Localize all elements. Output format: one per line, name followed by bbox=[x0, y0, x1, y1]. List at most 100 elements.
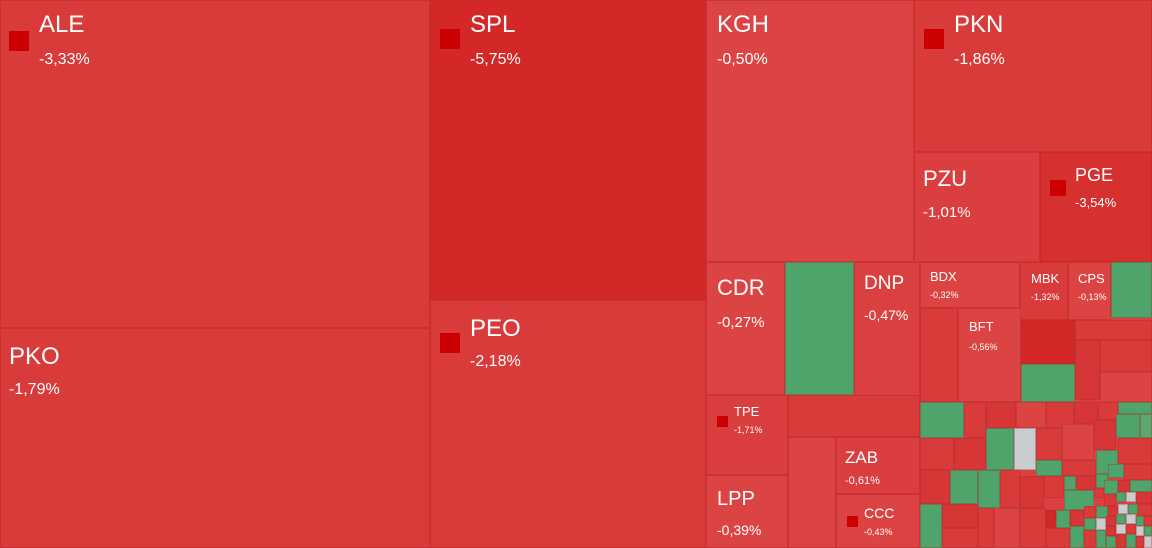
tile-cell[interactable] bbox=[920, 308, 958, 402]
tile-pge[interactable]: PGE -3,54% bbox=[1040, 152, 1152, 262]
treemap-cell[interactable] bbox=[1116, 414, 1140, 438]
treemap-cell[interactable] bbox=[1100, 340, 1152, 372]
treemap-cell[interactable] bbox=[1144, 536, 1152, 548]
treemap-cell[interactable] bbox=[1126, 492, 1136, 502]
treemap-cell[interactable] bbox=[1136, 516, 1144, 526]
treemap-cell[interactable] bbox=[1021, 364, 1075, 402]
treemap-cell[interactable] bbox=[920, 402, 964, 438]
treemap-cell[interactable] bbox=[1075, 320, 1152, 340]
treemap-cell[interactable] bbox=[1062, 460, 1096, 476]
treemap-cell[interactable] bbox=[1140, 414, 1152, 438]
tile-bft[interactable]: BFT -0,56% bbox=[958, 308, 1021, 402]
treemap-cell[interactable] bbox=[1118, 504, 1128, 514]
tile-ccc[interactable]: CCC -0,43% bbox=[836, 494, 920, 548]
treemap-cell[interactable] bbox=[1020, 476, 1044, 508]
treemap-cell[interactable] bbox=[1064, 490, 1094, 510]
treemap-cell[interactable] bbox=[1074, 402, 1098, 424]
treemap-cell[interactable] bbox=[1016, 402, 1046, 428]
treemap-cell[interactable] bbox=[1144, 516, 1152, 526]
treemap-cell[interactable] bbox=[1128, 504, 1138, 514]
tile-dnp[interactable]: DNP -0,47% bbox=[854, 262, 920, 402]
treemap-cell[interactable] bbox=[1070, 510, 1084, 526]
treemap-cell[interactable] bbox=[1104, 480, 1118, 494]
treemap-cell[interactable] bbox=[950, 470, 978, 504]
treemap-cell[interactable] bbox=[1046, 510, 1056, 528]
treemap-cell[interactable] bbox=[1084, 518, 1096, 530]
treemap-cell[interactable] bbox=[1036, 460, 1062, 476]
treemap-cell[interactable] bbox=[1014, 428, 1036, 470]
treemap-cell[interactable] bbox=[1020, 508, 1046, 548]
treemap-cell[interactable] bbox=[1070, 526, 1084, 548]
tile-peo[interactable]: PEO -2,18% bbox=[430, 300, 706, 548]
treemap-cell[interactable] bbox=[1111, 262, 1152, 318]
treemap-cell[interactable] bbox=[1116, 514, 1126, 524]
tile-cell[interactable] bbox=[788, 395, 920, 437]
treemap-cell[interactable] bbox=[1021, 320, 1075, 364]
treemap-cell[interactable] bbox=[1138, 504, 1152, 516]
tile-bdx[interactable]: BDX -0,32% bbox=[920, 262, 1020, 308]
tile-mbk[interactable]: MBK -1,32% bbox=[1020, 262, 1068, 320]
treemap-cell[interactable] bbox=[1094, 420, 1116, 450]
treemap-cell[interactable] bbox=[1124, 464, 1152, 480]
treemap-cell[interactable] bbox=[1084, 506, 1096, 518]
treemap-cell[interactable] bbox=[942, 504, 978, 528]
tile-cell[interactable] bbox=[788, 437, 836, 548]
treemap-cell[interactable] bbox=[1108, 464, 1124, 478]
treemap-cell[interactable] bbox=[920, 438, 954, 470]
treemap-cell[interactable] bbox=[1036, 428, 1062, 460]
treemap-cell[interactable] bbox=[1096, 518, 1106, 530]
treemap-cell[interactable] bbox=[1136, 492, 1152, 504]
treemap-cell[interactable] bbox=[942, 528, 978, 548]
treemap-cell[interactable] bbox=[964, 402, 986, 438]
treemap-cell[interactable] bbox=[1096, 530, 1106, 548]
treemap-cell[interactable] bbox=[1075, 340, 1100, 400]
treemap-cell[interactable] bbox=[920, 470, 950, 504]
treemap-cell[interactable] bbox=[978, 508, 994, 548]
treemap-cell[interactable] bbox=[785, 262, 854, 395]
treemap-cell[interactable] bbox=[1100, 372, 1152, 402]
treemap-cell[interactable] bbox=[986, 402, 1016, 428]
treemap-cell[interactable] bbox=[1116, 492, 1126, 502]
treemap-cell[interactable] bbox=[1056, 510, 1070, 528]
treemap-cell[interactable] bbox=[1136, 536, 1144, 548]
tile-kgh[interactable]: KGH -0,50% bbox=[706, 0, 914, 262]
treemap-cell[interactable] bbox=[1046, 528, 1070, 548]
treemap-cell[interactable] bbox=[1104, 494, 1116, 506]
treemap-cell[interactable] bbox=[1118, 402, 1152, 414]
treemap-cell[interactable] bbox=[1084, 530, 1096, 548]
treemap-cell[interactable] bbox=[1136, 526, 1144, 536]
treemap-cell[interactable] bbox=[994, 508, 1020, 548]
treemap-cell[interactable] bbox=[1116, 524, 1126, 534]
treemap-cell[interactable] bbox=[1046, 402, 1074, 428]
tile-spl[interactable]: SPL -5,75% bbox=[430, 0, 706, 300]
treemap-cell[interactable] bbox=[1096, 506, 1108, 518]
treemap-cell[interactable] bbox=[978, 470, 1000, 508]
tile-ale[interactable]: ALE -3,33% bbox=[0, 0, 430, 328]
treemap-cell[interactable] bbox=[1118, 480, 1130, 492]
treemap-cell[interactable] bbox=[1126, 524, 1136, 534]
treemap-cell[interactable] bbox=[1098, 402, 1118, 420]
treemap-cell[interactable] bbox=[1144, 526, 1152, 536]
treemap-cell[interactable] bbox=[1000, 470, 1020, 508]
treemap-cell[interactable] bbox=[1108, 506, 1118, 516]
treemap-cell[interactable] bbox=[1126, 534, 1136, 548]
treemap-cell[interactable] bbox=[1094, 488, 1104, 498]
tile-zab[interactable]: ZAB -0,61% bbox=[836, 437, 920, 494]
treemap-cell[interactable] bbox=[920, 504, 942, 548]
treemap-cell[interactable] bbox=[1116, 534, 1126, 548]
treemap-cell[interactable] bbox=[1118, 438, 1152, 464]
tile-pko[interactable]: PKO -1,79% bbox=[0, 328, 430, 548]
treemap-cell[interactable] bbox=[1076, 476, 1096, 490]
treemap-cell[interactable] bbox=[1044, 476, 1064, 498]
treemap-cell[interactable] bbox=[986, 428, 1014, 470]
tile-tpe[interactable]: TPE -1,71% bbox=[706, 395, 788, 475]
treemap-cell[interactable] bbox=[954, 438, 986, 470]
treemap-cell[interactable] bbox=[1106, 536, 1116, 548]
tile-cdr[interactable]: CDR -0,27% bbox=[706, 262, 785, 395]
treemap-cell[interactable] bbox=[1106, 516, 1116, 526]
treemap-cell[interactable] bbox=[1062, 424, 1094, 460]
treemap-cell[interactable] bbox=[1130, 480, 1152, 492]
treemap-cell[interactable] bbox=[1064, 476, 1076, 490]
tile-lpp[interactable]: LPP -0,39% bbox=[706, 475, 788, 548]
tile-cps[interactable]: CPS -0,13% bbox=[1068, 262, 1111, 320]
